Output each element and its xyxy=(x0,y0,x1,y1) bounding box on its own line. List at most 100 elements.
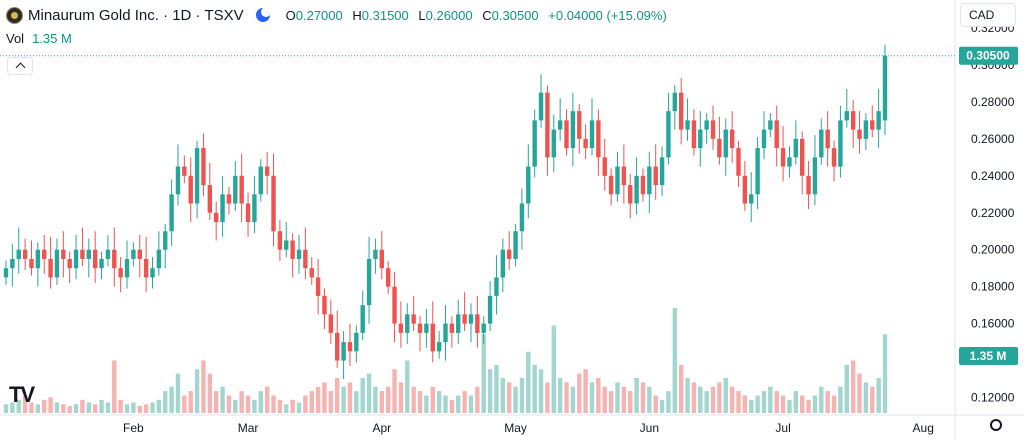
last-price-label: 0.30500 xyxy=(966,49,1010,63)
candle-body xyxy=(73,249,79,269)
currency-selector[interactable]: CAD xyxy=(960,3,1016,27)
volume-bar xyxy=(710,386,716,413)
candle-body xyxy=(143,258,149,278)
x-tick-label: Mar xyxy=(238,421,259,435)
volume-bar xyxy=(35,404,41,413)
candle-body xyxy=(3,268,9,278)
tradingview-logo[interactable]: TV xyxy=(9,382,35,407)
volume-bar xyxy=(557,378,563,413)
candle-body xyxy=(475,314,480,333)
volume-bar xyxy=(385,386,391,413)
volume-bar xyxy=(456,395,461,413)
collapse-legend-button[interactable] xyxy=(7,57,33,75)
symbol-title[interactable]: Minaurum Gold Inc. · 1D · TSXV xyxy=(28,6,244,24)
candle-body xyxy=(207,185,213,213)
open-value: 0.27000 xyxy=(295,7,343,23)
volume-bar xyxy=(201,360,206,413)
settings-gear-icon[interactable] xyxy=(990,419,1002,431)
volume-bar xyxy=(729,386,735,413)
candle-body xyxy=(640,175,646,195)
volume-bar xyxy=(876,378,881,413)
volume-bar xyxy=(506,382,512,413)
candle-body xyxy=(239,175,244,204)
candle-body xyxy=(653,166,658,186)
candle-body xyxy=(188,175,193,204)
candle-body xyxy=(347,342,353,352)
candle-body xyxy=(22,249,28,259)
volume-legend: Vol 1.35 M xyxy=(6,31,72,46)
candle-body xyxy=(647,166,652,195)
candle-body xyxy=(704,120,709,130)
candle-body xyxy=(315,277,321,296)
volume-bar xyxy=(545,382,550,413)
candle-body xyxy=(354,332,359,352)
candle-body xyxy=(538,92,544,121)
volume-bar xyxy=(315,386,321,413)
candle-body xyxy=(691,120,697,149)
x-tick-label: Apr xyxy=(372,421,391,435)
candle-body xyxy=(659,157,665,186)
candle-body xyxy=(290,240,295,259)
candle-body xyxy=(296,249,302,259)
candle-body xyxy=(678,92,684,130)
volume-bar xyxy=(271,395,276,413)
candle-body xyxy=(742,175,748,204)
candle-body xyxy=(424,323,429,333)
candle-body xyxy=(252,194,257,222)
volume-bar xyxy=(857,373,862,413)
candle-body xyxy=(398,323,404,333)
volume-bar xyxy=(551,325,556,413)
volume-bar xyxy=(3,404,9,413)
volume-bar xyxy=(42,399,47,413)
volume-bar xyxy=(831,395,837,413)
volume-bar xyxy=(245,395,251,413)
volume-bar xyxy=(761,391,767,413)
y-tick-label: 0.26000 xyxy=(971,132,1015,146)
volume-bar xyxy=(163,391,168,413)
volume-bar xyxy=(175,373,181,413)
volume-bar xyxy=(290,399,295,413)
candle-body xyxy=(322,295,327,315)
candle-body xyxy=(812,157,818,195)
volume-bar xyxy=(80,399,85,413)
candle-body xyxy=(717,138,722,158)
volume-bar xyxy=(475,386,480,413)
candle-body xyxy=(258,166,263,195)
candle-body xyxy=(634,175,639,204)
volume-bar xyxy=(647,386,652,413)
candle-body xyxy=(608,175,614,195)
candle-body xyxy=(277,231,283,250)
candle-body xyxy=(245,203,251,222)
candle-body xyxy=(284,240,289,250)
volume-bar xyxy=(207,373,213,413)
market-closed-icon[interactable] xyxy=(255,7,271,22)
volume-bar xyxy=(526,351,531,413)
candle-body xyxy=(105,249,111,259)
volume-bar xyxy=(156,399,162,413)
candle-body xyxy=(723,129,728,158)
candle-body xyxy=(156,249,162,269)
candle-body xyxy=(35,249,41,269)
candle-body xyxy=(519,203,525,232)
volume-bar xyxy=(628,391,633,413)
volume-bar xyxy=(793,391,799,413)
volume-bar xyxy=(443,395,448,413)
volume-bar xyxy=(850,360,856,413)
candle-body xyxy=(577,111,582,139)
volume-bar xyxy=(99,399,104,413)
candle-body xyxy=(163,231,168,250)
candle-body xyxy=(328,314,334,333)
candle-body xyxy=(61,249,66,259)
candle-body xyxy=(494,277,499,296)
volume-bar xyxy=(182,395,187,413)
volume-bar xyxy=(10,402,15,413)
candle-body xyxy=(857,129,862,139)
volume-bar xyxy=(54,402,60,413)
volume-bar xyxy=(354,391,359,413)
last-volume-tag xyxy=(959,347,1018,365)
volume-bar xyxy=(61,404,66,413)
volume-bar xyxy=(131,402,136,413)
candle-body xyxy=(226,194,232,204)
candle-body xyxy=(870,120,875,130)
